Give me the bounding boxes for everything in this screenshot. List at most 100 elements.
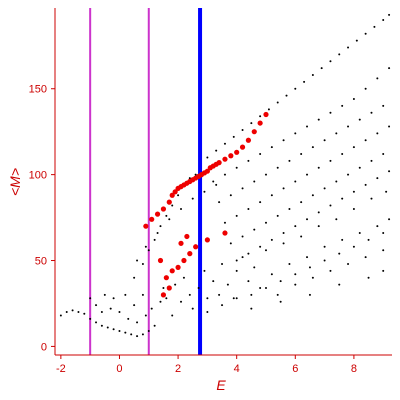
point-1-37 [222,230,228,236]
point-0-125 [303,80,306,83]
point-0-57 [288,262,291,265]
point-0-67 [347,262,350,265]
point-0-184 [253,228,256,231]
point-0-26 [136,321,139,324]
point-0-200 [282,232,285,235]
point-0-43 [212,280,215,283]
point-1-2 [154,211,161,217]
point-0-64 [329,269,332,272]
point-0-53 [264,249,267,252]
point-0-106 [136,259,139,262]
point-0-186 [276,214,279,217]
point-0-114 [206,156,209,159]
point-0-128 [329,60,332,63]
point-0-115 [215,149,218,152]
point-0-141 [270,146,273,149]
point-0-8 [106,326,109,329]
point-0-40 [197,287,200,290]
point-0-204 [329,204,332,207]
point-1-40 [184,233,190,240]
point-0-38 [188,293,191,296]
point-0-34 [171,314,174,317]
point-0-50 [247,280,250,283]
point-0-135 [388,13,391,16]
point-0-118 [241,128,244,131]
point-0-35 [174,283,177,286]
point-0-194 [370,159,373,162]
point-0-17 [95,304,98,307]
point-0-78 [279,280,282,283]
y-axis-label: <M> [7,168,23,196]
point-0-101 [171,204,174,207]
point-1-1 [149,216,155,222]
point-0-27 [141,293,144,296]
point-0-24 [127,317,130,320]
point-0-84 [367,238,370,241]
point-1-22 [222,156,228,162]
point-1-6 [172,189,178,195]
point-0-33 [165,297,168,300]
point-0-52 [259,287,262,290]
point-0-73 [382,249,385,252]
point-0-149 [364,87,367,90]
point-0-3 [77,311,80,314]
point-0-70 [364,256,367,259]
point-1-33 [181,257,187,264]
point-0-147 [341,104,344,107]
point-0-170 [259,201,262,204]
point-0-95 [133,276,136,279]
point-0-166 [382,104,385,107]
point-0-185 [264,221,267,224]
point-0-188 [300,201,303,204]
point-0-66 [341,238,344,241]
point-0-121 [267,108,270,111]
axes: -2 0 2 4 6 8 0 50 100 150 [29,8,392,375]
point-0-16 [89,297,92,300]
point-0-75 [388,218,391,221]
point-0-88 [235,297,238,300]
point-0-58 [294,283,297,286]
x-tick-label-3: 4 [234,363,240,375]
point-0-130 [347,46,350,49]
y-tick-label-1: 50 [35,256,47,268]
point-0-63 [323,245,326,248]
point-0-44 [218,293,221,296]
point-0-179 [364,139,367,142]
x-tick-label-4: 6 [292,363,298,375]
point-1-21 [216,160,222,166]
point-0-139 [247,159,250,162]
point-0-90 [279,300,282,303]
point-0-20 [109,307,112,310]
point-1-29 [263,111,269,118]
point-0-25 [133,304,136,307]
point-0-174 [306,173,309,176]
point-0-169 [247,207,250,210]
point-0-12 [130,333,133,336]
point-0-154 [241,187,244,190]
point-0-180 [376,132,379,135]
point-0-93 [367,276,370,279]
point-0-22 [118,311,121,314]
point-0-122 [276,101,279,104]
point-0-116 [223,142,226,145]
point-0-132 [364,32,367,35]
x-axis-label: E [216,377,226,393]
point-0-161 [323,139,326,142]
point-0-30 [153,324,156,327]
point-0-113 [215,183,218,186]
point-0-191 [335,180,338,183]
point-0-51 [253,266,256,269]
point-0-4 [83,312,86,315]
point-0-171 [270,194,273,197]
point-0-107 [144,245,147,248]
x-tick-label-1: 0 [116,363,122,375]
point-0-23 [124,293,127,296]
point-0-206 [352,190,355,193]
point-0-127 [320,67,323,70]
point-0-142 [282,139,285,142]
point-0-85 [382,232,385,235]
point-0-140 [259,153,262,156]
point-0-158 [288,159,291,162]
point-0-91 [308,293,311,296]
point-0-97 [147,249,150,252]
